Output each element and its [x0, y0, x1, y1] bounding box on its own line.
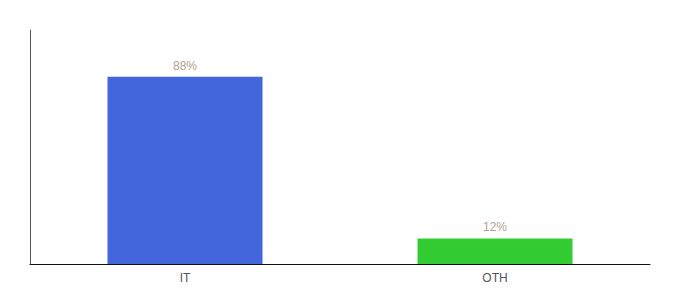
svg-text:OTH: OTH [482, 271, 507, 285]
svg-text:88%: 88% [173, 59, 197, 73]
svg-text:12%: 12% [483, 220, 507, 234]
svg-text:IT: IT [180, 271, 191, 285]
